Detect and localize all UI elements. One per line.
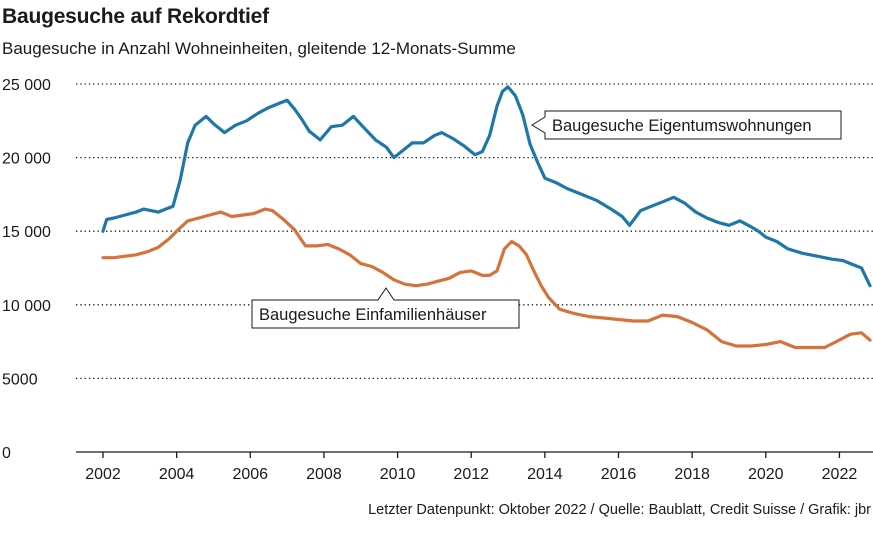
y-tick-label-15000: 15 000 [2, 224, 51, 241]
y-tick-label-0: 0 [2, 445, 11, 462]
x-tick-label-2010: 2010 [380, 466, 416, 483]
callout-label-eigentumswohnungen: Baugesuche Eigentumswohnungen [552, 117, 812, 135]
series-line-einfamilienhaeuser [101, 207, 872, 350]
x-tick-label-2002: 2002 [85, 466, 121, 483]
callout-box-eigentumswohnungen [531, 110, 842, 140]
y-tick-label-5000: 5000 [2, 371, 38, 388]
x-tick-label-2004: 2004 [159, 466, 195, 483]
chart-subtitle: Baugesuche in Anzahl Wohneinheiten, glei… [2, 39, 516, 58]
chart-title: Baugesuche auf Rekordtief [2, 5, 269, 28]
x-tick-label-2018: 2018 [674, 466, 710, 483]
grid-lines [76, 83, 873, 453]
source-footer: Letzter Datenpunkt: Oktober 2022 / Quell… [368, 502, 871, 518]
series-lines [101, 85, 872, 350]
x-tick-label-2012: 2012 [453, 466, 489, 483]
callout-box-einfamilienhaeuser [251, 287, 520, 329]
y-tick-label-20000: 20 000 [2, 151, 51, 168]
y-tick-label-10000: 10 000 [2, 298, 51, 315]
x-tick-label-2016: 2016 [601, 466, 637, 483]
x-tick-label-2006: 2006 [232, 466, 268, 483]
callouts: Baugesuche Eigentumswohnungen Baugesuche … [251, 110, 842, 329]
x-axis-ticks: 2002 2004 2006 2008 2010 2012 2014 2016 2018 2020… [85, 452, 857, 483]
callout-label-einfamilienhaeuser: Baugesuche Einfamilienhäuser [259, 306, 487, 324]
y-axis-ticks: 0 5000 10 000 15 000 20 000 25 000 [2, 77, 51, 462]
series-line-eigentumswohnungen [101, 85, 872, 288]
y-tick-label-25000: 25 000 [2, 77, 51, 94]
x-tick-label-2022: 2022 [822, 466, 858, 483]
x-tick-label-2008: 2008 [306, 466, 342, 483]
x-tick-label-2020: 2020 [748, 466, 784, 483]
x-tick-label-2014: 2014 [527, 466, 563, 483]
